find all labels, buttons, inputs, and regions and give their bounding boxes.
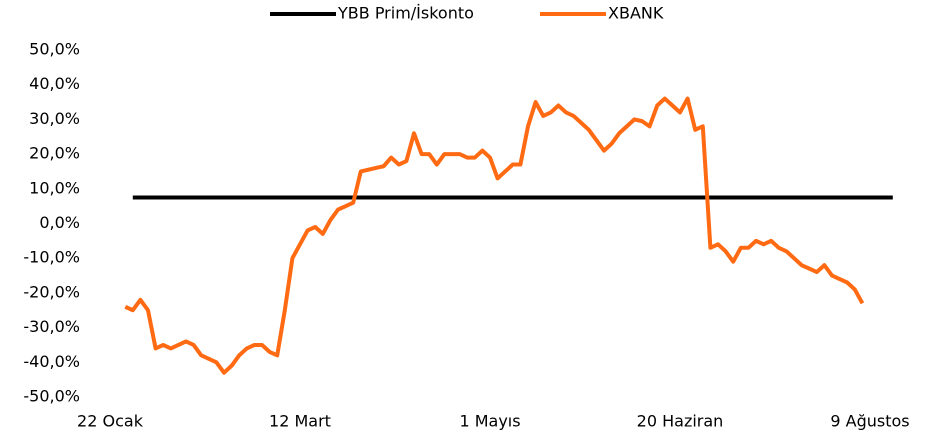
y-tick-label: 50,0% [29,40,80,59]
y-tick-label: -40,0% [23,352,80,371]
y-tick-label: 0,0% [39,213,80,232]
x-tick-label: 9 Ağustos [830,412,909,431]
legend-label: XBANK [608,4,664,23]
x-tick-label: 12 Mart [269,412,331,431]
x-tick-label: 1 Mayıs [459,412,520,431]
y-tick-label: -50,0% [23,387,80,406]
y-tick-label: 10,0% [29,178,80,197]
x-tick-label: 22 Ocak [77,412,144,431]
y-tick-label: -10,0% [23,248,80,267]
y-tick-label: -30,0% [23,317,80,336]
x-tick-label: 20 Haziran [637,412,724,431]
legend-label: YBB Prim/İskonto [337,4,474,23]
y-tick-label: 30,0% [29,109,80,128]
y-tick-label: 40,0% [29,74,80,93]
y-tick-label: -20,0% [23,282,80,301]
line [124,96,865,375]
y-tick-label: 20,0% [29,144,80,163]
